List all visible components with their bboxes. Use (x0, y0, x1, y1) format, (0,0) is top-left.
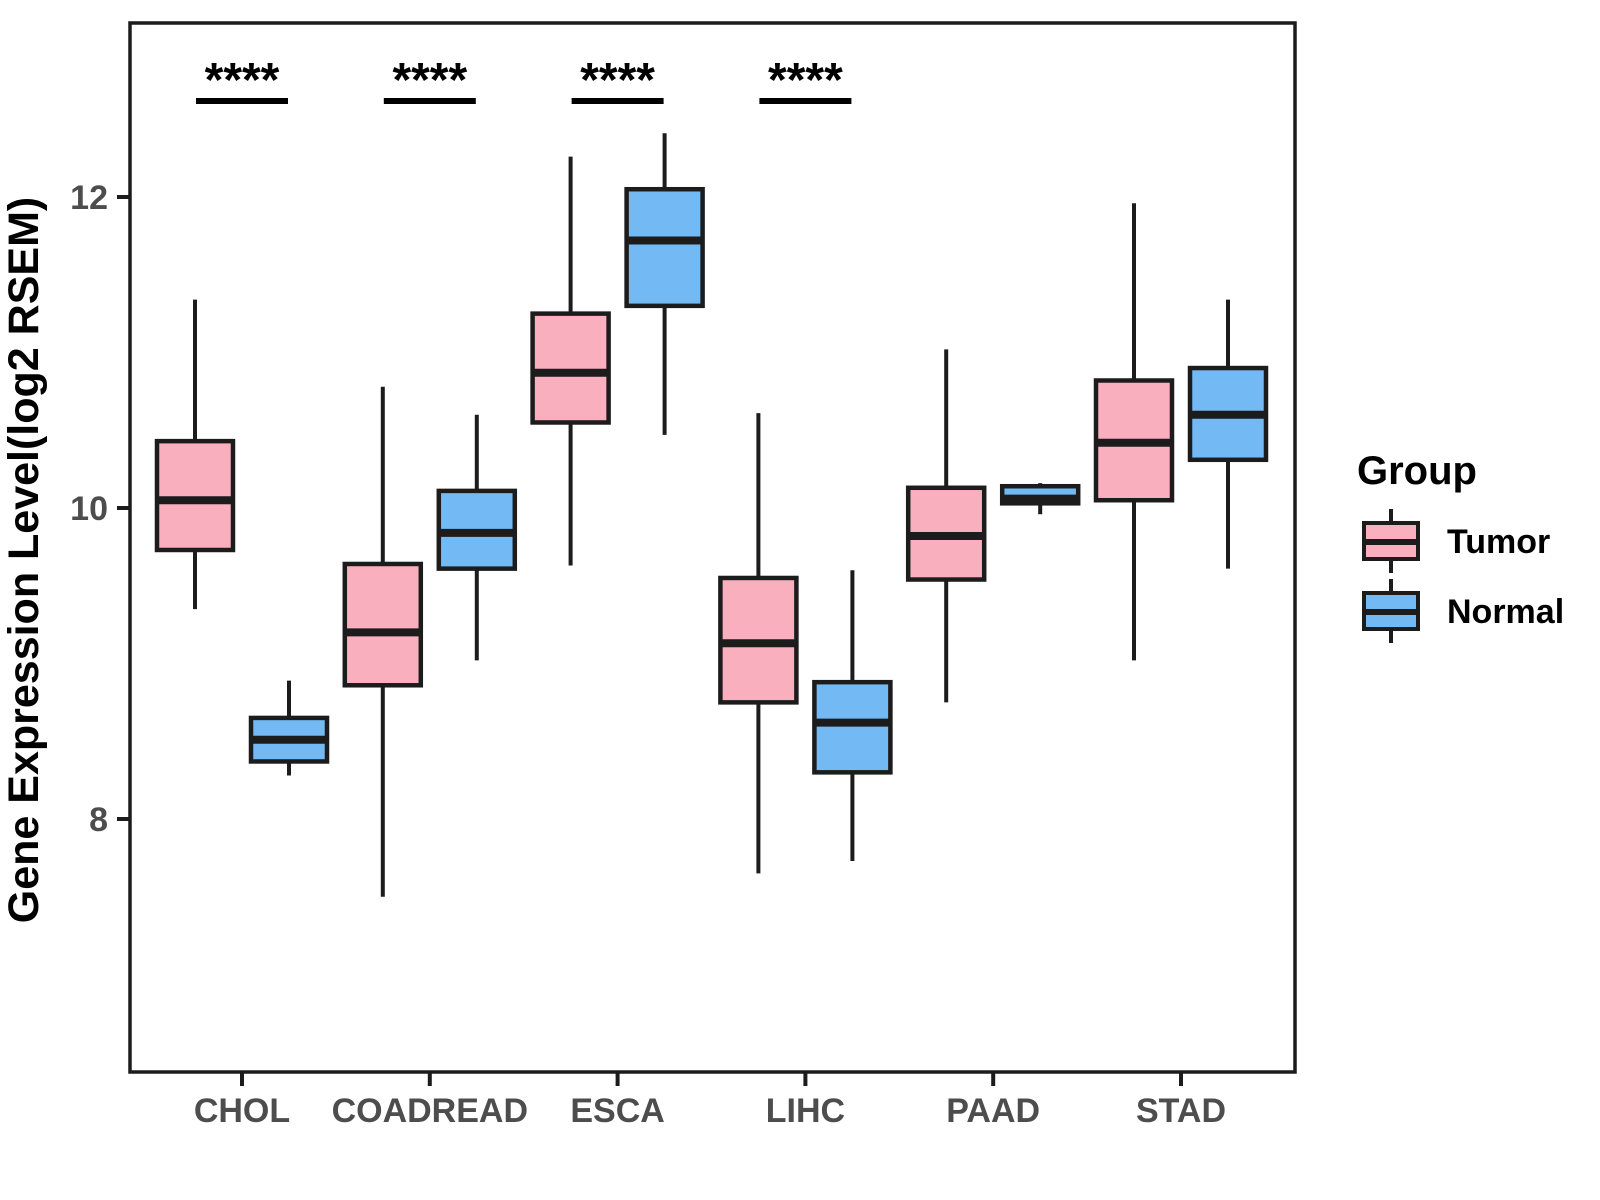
significance-coadread: **** (383, 54, 476, 107)
box-esca-normal (624, 133, 705, 435)
x-tick-label-esca: ESCA (570, 1092, 664, 1130)
box-paad-normal (999, 483, 1081, 515)
x-tick-label-coadread: COADREAD (332, 1092, 528, 1130)
y-tick-label: 8 (89, 801, 108, 839)
box-coadread-tumor (342, 386, 424, 897)
box-stad-normal (1187, 299, 1269, 569)
y-axis-title: Gene Expression Level(log2 RSEM) (0, 197, 48, 923)
iqr-box (812, 679, 893, 775)
legend-label: Tumor (1447, 523, 1550, 561)
box-esca-tumor (530, 156, 611, 566)
legend: Group Tumor Normal (1357, 449, 1564, 643)
significance-lihc: **** (759, 54, 852, 107)
significance-chol: **** (196, 54, 288, 107)
box-stad-tumor (1093, 203, 1175, 661)
plot-panel (128, 21, 1297, 1074)
iqr-box (530, 311, 611, 425)
legend-key-tumor: Tumor (1362, 509, 1550, 573)
legend-title: Group (1357, 449, 1477, 493)
box-chol-tumor (154, 299, 236, 610)
box-coadread-normal (436, 414, 518, 661)
y-tick-label: 10 (70, 490, 108, 528)
box-lihc-normal (812, 570, 893, 861)
x-tick-label-chol: CHOL (194, 1092, 290, 1130)
x-tick-label-paad: PAAD (946, 1092, 1040, 1130)
x-tick-label-lihc: LIHC (766, 1092, 845, 1130)
box-paad-tumor (905, 349, 987, 703)
box-lihc-tumor (718, 413, 799, 874)
iqr-box (154, 438, 236, 553)
iqr-box (624, 186, 705, 309)
box-chol-normal (248, 680, 330, 776)
legend-label: Normal (1447, 593, 1564, 631)
x-tick-label-stad: STAD (1136, 1092, 1226, 1130)
legend-key-normal: Normal (1362, 579, 1564, 643)
y-tick-label: 12 (70, 179, 108, 217)
iqr-box (342, 561, 424, 688)
significance-esca: **** (571, 54, 664, 107)
